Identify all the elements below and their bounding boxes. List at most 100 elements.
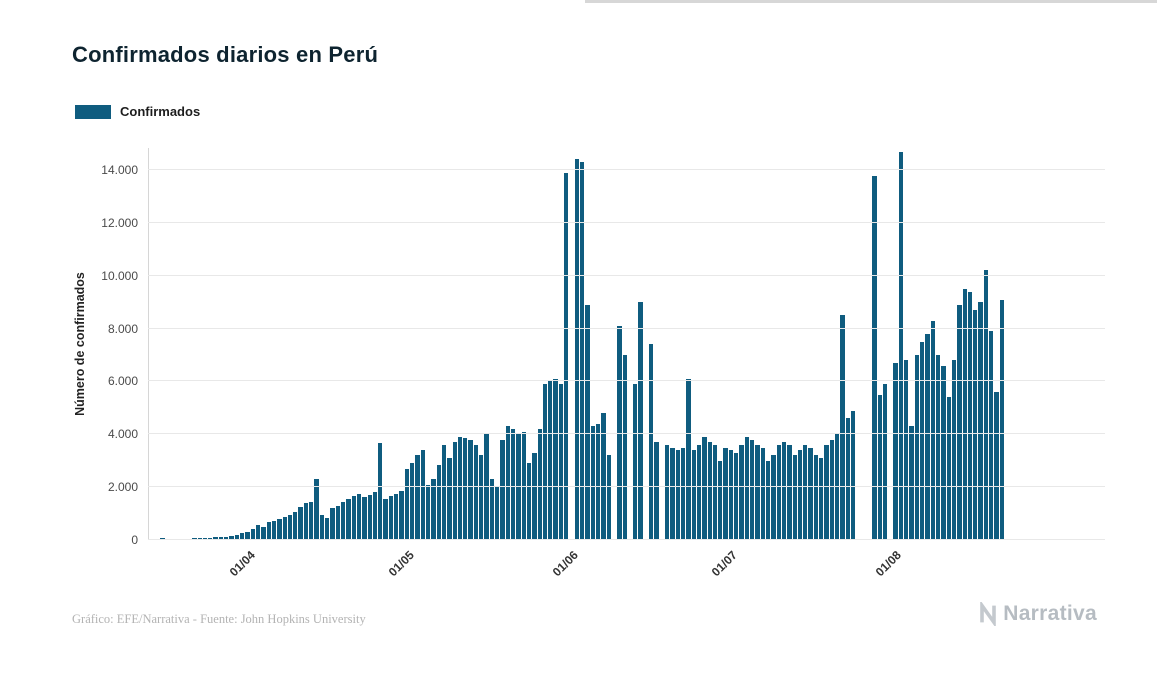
bar — [415, 455, 420, 540]
bar — [813, 455, 819, 540]
bar — [898, 151, 904, 540]
bar — [378, 442, 383, 540]
bar — [824, 444, 829, 540]
bar — [213, 537, 218, 540]
bar — [250, 528, 255, 540]
bar — [399, 490, 404, 540]
plot-area — [148, 148, 1105, 540]
bar — [224, 536, 229, 540]
bar — [468, 439, 473, 540]
bar — [505, 426, 510, 540]
bar — [346, 498, 351, 540]
bar — [548, 380, 553, 540]
y-axis-title: Número de confirmados — [73, 272, 87, 416]
x-tick-label: 01/06 — [549, 548, 581, 580]
bar — [394, 493, 399, 540]
gridline — [148, 486, 1105, 488]
bar — [340, 501, 346, 540]
gridline — [148, 169, 1105, 170]
bar — [967, 291, 973, 540]
bar — [500, 439, 505, 540]
y-tick-label: 14.000 — [101, 163, 138, 177]
bar — [255, 524, 261, 540]
bar — [973, 310, 978, 540]
bar — [877, 394, 882, 540]
gridline — [148, 380, 1105, 382]
bar — [293, 511, 298, 540]
bar — [420, 450, 425, 540]
bar — [622, 355, 627, 540]
bar — [771, 455, 776, 540]
bar — [675, 450, 680, 540]
y-tick-label: 2.000 — [107, 480, 138, 495]
bar — [718, 460, 723, 540]
bar — [654, 442, 659, 540]
bar — [925, 333, 930, 540]
bar — [526, 463, 532, 540]
bar — [787, 444, 792, 540]
bar — [893, 362, 898, 540]
bar — [680, 447, 686, 540]
x-tick-label: 01/04 — [226, 548, 258, 580]
source-credit: Gráfico: EFE/Narrativa - Fuente: John Ho… — [72, 612, 366, 626]
bar — [819, 458, 824, 540]
bar — [558, 384, 564, 540]
bar — [638, 302, 643, 540]
bar — [840, 315, 845, 540]
bar — [277, 518, 282, 540]
bar — [702, 436, 707, 540]
bar — [935, 355, 941, 540]
bar — [983, 270, 989, 540]
y-axis-line — [148, 148, 149, 540]
bar — [734, 452, 739, 540]
legend: Confirmados — [75, 104, 200, 119]
bar — [765, 460, 771, 540]
bar — [436, 464, 441, 540]
bar — [388, 496, 394, 540]
bar — [989, 331, 994, 540]
bar — [957, 304, 962, 540]
bar — [739, 444, 744, 540]
bar — [351, 496, 356, 540]
bar — [537, 429, 542, 540]
bar — [287, 514, 293, 540]
y-tick-label: 12.000 — [101, 215, 138, 230]
bar — [744, 436, 749, 540]
bar — [452, 442, 457, 540]
bar — [606, 455, 611, 540]
bar — [473, 444, 479, 540]
bar — [282, 517, 287, 540]
bar — [261, 526, 266, 540]
bar — [691, 450, 696, 540]
bar — [728, 450, 734, 540]
bar — [946, 397, 951, 540]
bar — [441, 444, 447, 540]
bar — [845, 418, 850, 540]
bar — [447, 458, 452, 540]
bar — [303, 503, 309, 540]
bar — [707, 442, 712, 540]
bar — [696, 444, 702, 540]
bars — [155, 148, 1004, 540]
narrativa-icon — [980, 602, 997, 626]
bar — [564, 173, 569, 540]
y-tick-label: 4.000 — [107, 427, 138, 442]
bar — [574, 159, 579, 540]
gridline — [148, 539, 1105, 540]
bar — [686, 378, 691, 540]
x-tick-label: 01/07 — [708, 548, 740, 580]
bar — [904, 360, 909, 540]
bar — [755, 444, 760, 540]
legend-label: Confirmados — [120, 104, 201, 119]
bar — [457, 436, 463, 540]
gridline — [148, 327, 1105, 329]
bar — [882, 384, 888, 540]
bar — [803, 444, 808, 540]
bar — [372, 491, 378, 540]
x-tick-label: 01/08 — [873, 548, 905, 580]
bar — [362, 497, 367, 540]
gridline — [148, 433, 1105, 435]
bar — [601, 413, 606, 540]
bar — [335, 505, 340, 540]
bar — [425, 484, 431, 540]
